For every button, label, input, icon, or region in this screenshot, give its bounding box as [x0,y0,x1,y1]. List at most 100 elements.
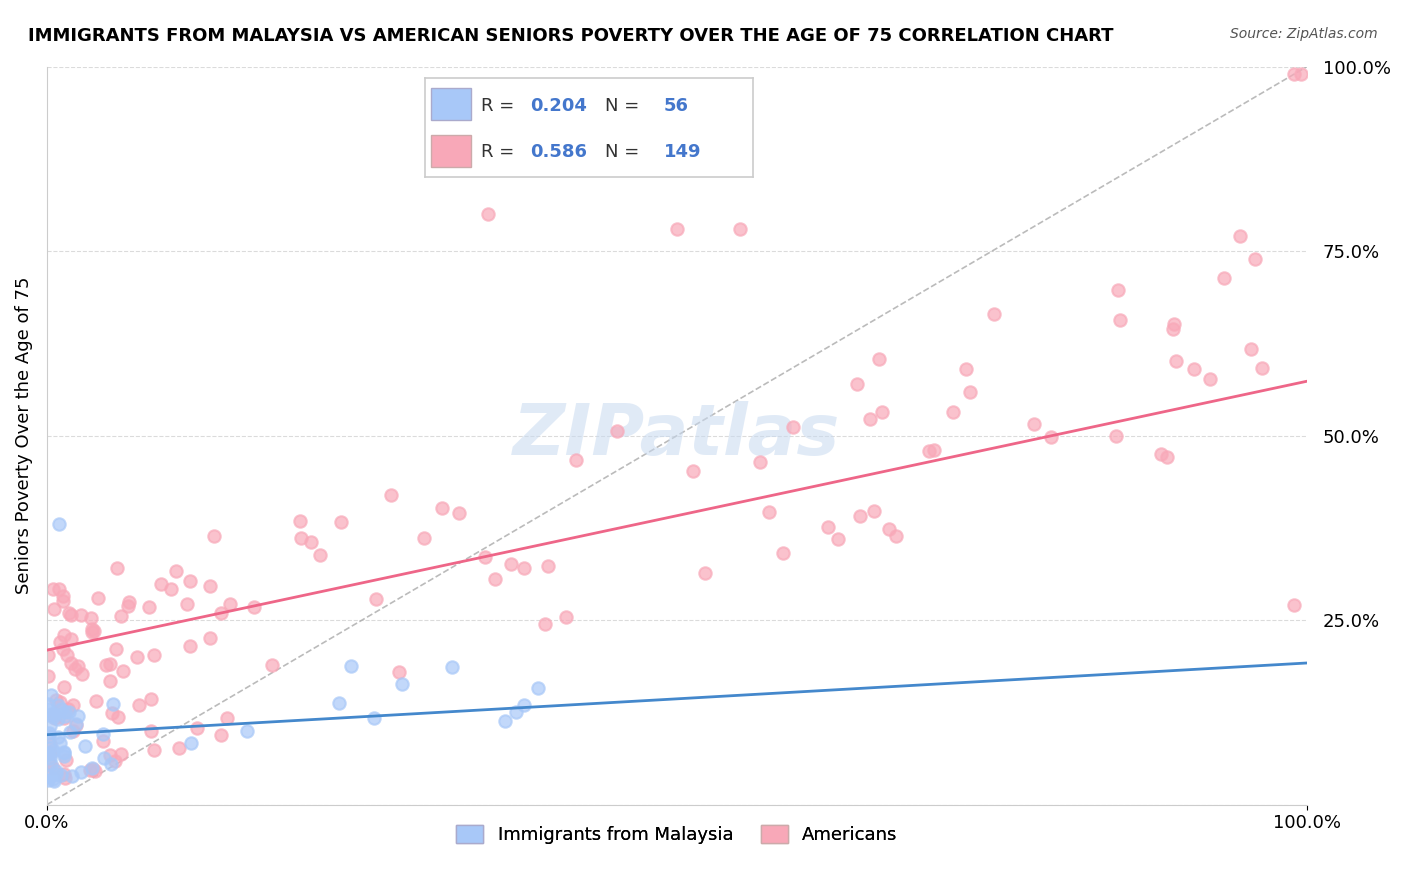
Point [167,741,190,756]
Point [1240,342,1263,356]
Point [39,757,62,772]
Point [180,736,202,750]
Point [49,736,72,750]
Point [924,442,946,457]
Point [60,657,83,671]
Point [52,641,75,656]
Point [39,706,62,721]
Point [42,774,65,789]
Point [1105,429,1128,443]
Point [849,509,872,524]
Point [918,444,941,458]
Text: Source: ZipAtlas.com: Source: ZipAtlas.com [1230,27,1378,41]
Point [56,648,79,662]
Point [110,608,132,623]
Point [80,611,103,625]
Point [38,747,60,761]
Point [117,599,139,613]
Point [682,464,704,478]
Point [555,609,578,624]
Point [1251,361,1274,376]
Point [80,624,103,639]
Point [49,635,72,649]
Point [1166,354,1188,368]
Point [70,667,93,681]
Point [127,649,149,664]
Point [39,737,62,751]
Point [564,453,586,467]
Text: ZIPatlas: ZIPatlas [513,401,841,470]
Point [202,529,225,543]
Point [501,558,523,572]
Point [60,632,83,646]
Point [128,698,150,712]
Point [82,622,104,636]
Point [110,747,132,761]
Point [868,351,890,366]
Point [290,514,312,528]
Point [388,665,411,679]
Point [58,607,80,621]
Point [42,582,65,597]
Point [104,754,127,768]
Point [1022,417,1045,431]
Point [38,725,60,739]
Point [65,716,87,731]
Point [1163,317,1185,331]
Point [1212,271,1234,285]
Point [52,590,75,604]
Point [748,455,770,469]
Point [98,748,121,763]
Point [186,721,208,735]
Point [52,746,75,760]
Point [363,711,385,725]
Point [942,404,965,418]
Point [37,697,59,711]
Point [143,743,166,757]
Point [79,763,101,777]
Point [101,706,124,720]
Point [758,505,780,519]
Point [1284,599,1306,613]
Point [83,624,105,638]
Point [477,207,499,221]
Point [46,731,69,745]
Point [42,707,65,722]
Point [364,591,387,606]
Point [49,695,72,709]
Point [827,533,849,547]
Point [209,728,232,742]
Point [447,507,470,521]
Point [93,751,115,765]
Point [48,582,70,596]
Point [1182,361,1205,376]
Point [983,307,1005,321]
Point [59,724,82,739]
Point [308,548,330,562]
Point [62,698,84,712]
Legend: Immigrants from Malaysia, Americans: Immigrants from Malaysia, Americans [446,814,908,855]
Point [104,641,127,656]
Point [60,608,83,623]
Point [859,412,882,426]
Point [44,601,66,615]
Point [1244,252,1267,266]
Point [53,628,76,642]
Point [817,520,839,534]
Point [138,599,160,614]
Point [55,753,77,767]
Point [217,711,239,725]
Point [48,698,70,712]
Point [1198,372,1220,386]
Point [209,606,232,620]
Point [41,688,63,702]
Point [440,660,463,674]
Point [91,727,114,741]
Point [432,501,454,516]
Point [160,582,183,596]
Point [49,701,72,715]
Point [37,747,59,761]
Point [66,659,89,673]
Point [513,698,536,713]
Point [139,691,162,706]
